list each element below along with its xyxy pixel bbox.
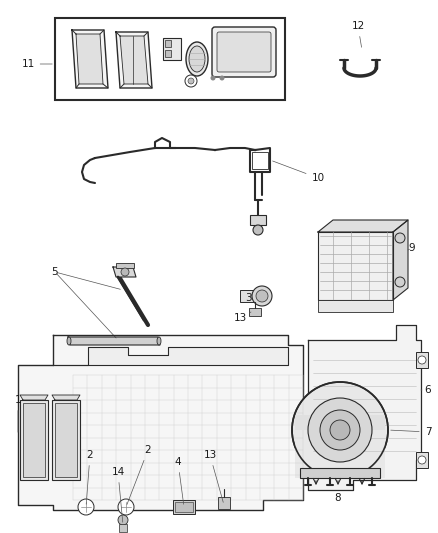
Polygon shape bbox=[318, 232, 393, 300]
Text: 5: 5 bbox=[52, 267, 58, 277]
Polygon shape bbox=[308, 325, 421, 490]
Circle shape bbox=[188, 78, 194, 84]
Polygon shape bbox=[68, 337, 160, 345]
Bar bbox=[23, 403, 45, 477]
Text: 11: 11 bbox=[21, 59, 52, 69]
Polygon shape bbox=[20, 395, 48, 400]
Text: 12: 12 bbox=[351, 21, 364, 47]
Circle shape bbox=[308, 398, 372, 462]
Text: 13: 13 bbox=[203, 450, 223, 502]
Polygon shape bbox=[53, 347, 288, 365]
Text: 2: 2 bbox=[86, 450, 93, 504]
Polygon shape bbox=[120, 36, 148, 84]
Bar bbox=[295, 415, 385, 430]
Circle shape bbox=[118, 499, 134, 515]
Circle shape bbox=[185, 75, 197, 87]
Polygon shape bbox=[393, 220, 408, 300]
Bar bbox=[55, 403, 77, 477]
Polygon shape bbox=[72, 30, 108, 88]
Ellipse shape bbox=[157, 337, 161, 345]
Bar bbox=[20, 400, 48, 480]
Circle shape bbox=[256, 290, 268, 302]
Polygon shape bbox=[52, 395, 80, 400]
Circle shape bbox=[395, 233, 405, 243]
Bar bbox=[240, 290, 258, 302]
Circle shape bbox=[292, 382, 388, 478]
Circle shape bbox=[330, 420, 350, 440]
Circle shape bbox=[395, 277, 405, 287]
Text: 1: 1 bbox=[15, 395, 21, 432]
Bar bbox=[300, 468, 380, 478]
Text: 14: 14 bbox=[111, 467, 125, 522]
Text: 9: 9 bbox=[408, 243, 415, 253]
Text: 2: 2 bbox=[127, 445, 151, 504]
Bar bbox=[252, 152, 268, 169]
Ellipse shape bbox=[189, 46, 205, 72]
Polygon shape bbox=[113, 267, 136, 277]
Circle shape bbox=[78, 499, 94, 515]
Text: 7: 7 bbox=[391, 427, 431, 437]
Bar bbox=[416, 352, 428, 368]
Circle shape bbox=[219, 76, 225, 80]
Bar bbox=[165, 50, 171, 57]
Bar bbox=[163, 38, 181, 60]
Ellipse shape bbox=[67, 337, 71, 345]
Bar bbox=[249, 308, 261, 316]
Circle shape bbox=[121, 268, 129, 276]
Circle shape bbox=[253, 225, 263, 235]
Bar bbox=[173, 500, 195, 514]
Circle shape bbox=[418, 456, 426, 464]
Bar bbox=[318, 300, 393, 312]
Text: 8: 8 bbox=[335, 493, 341, 503]
Text: 13: 13 bbox=[233, 312, 251, 323]
Circle shape bbox=[211, 76, 215, 80]
Circle shape bbox=[418, 356, 426, 364]
Circle shape bbox=[252, 286, 272, 306]
Bar bbox=[218, 497, 230, 509]
Text: 6: 6 bbox=[421, 385, 431, 395]
Bar bbox=[52, 400, 80, 480]
Polygon shape bbox=[295, 415, 385, 478]
Bar bbox=[116, 263, 134, 268]
Polygon shape bbox=[18, 335, 303, 510]
Circle shape bbox=[320, 410, 360, 450]
Bar bbox=[55, 18, 285, 100]
Text: 10: 10 bbox=[272, 161, 325, 183]
Polygon shape bbox=[318, 220, 408, 232]
Polygon shape bbox=[76, 34, 103, 84]
Polygon shape bbox=[116, 32, 152, 88]
Bar bbox=[119, 524, 127, 532]
FancyBboxPatch shape bbox=[212, 27, 276, 77]
Bar bbox=[250, 215, 266, 225]
Text: 4: 4 bbox=[175, 457, 184, 504]
FancyBboxPatch shape bbox=[217, 32, 271, 72]
Ellipse shape bbox=[186, 42, 208, 76]
Bar bbox=[416, 452, 428, 468]
Bar bbox=[165, 40, 171, 47]
Bar bbox=[175, 502, 193, 512]
Circle shape bbox=[118, 515, 128, 525]
Text: 3: 3 bbox=[245, 293, 251, 303]
